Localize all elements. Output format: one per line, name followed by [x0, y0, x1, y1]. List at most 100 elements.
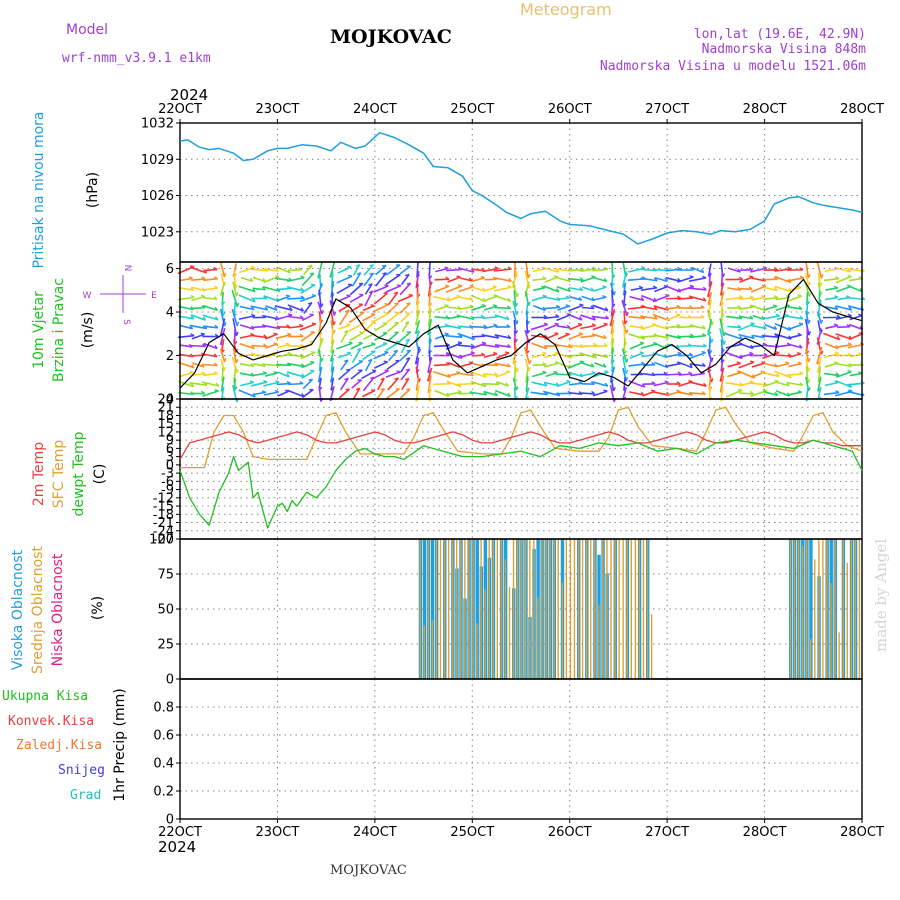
- wind-barb-tip: [298, 323, 304, 327]
- wind-barb: [250, 305, 268, 311]
- wind-barb: [676, 285, 695, 293]
- wind-barb: [301, 361, 315, 369]
- wind-barb: [567, 361, 585, 369]
- wind-barb-tip: [384, 350, 389, 353]
- wind-barb: [666, 306, 681, 310]
- wind-barb-tip: [223, 272, 227, 278]
- wind-barb: [623, 310, 626, 325]
- wind-barb: [569, 314, 583, 321]
- wind-barb-tip: [762, 265, 767, 269]
- wind-barb: [299, 323, 317, 331]
- wind-barb: [750, 304, 767, 312]
- wind-barb-tip: [190, 333, 195, 337]
- wind-barb-tip: [776, 373, 780, 378]
- wind-barb-tip: [762, 342, 767, 346]
- wind-barb: [415, 271, 420, 288]
- mid-cloud-bar: [585, 539, 588, 679]
- wind-barb: [457, 332, 475, 341]
- precip-legend-convective: Konvek.Kisa: [8, 714, 94, 729]
- wind-barb: [825, 287, 838, 291]
- wind-barb: [677, 335, 694, 338]
- wind-barb-tip: [763, 381, 768, 386]
- wind-barb-tip: [404, 377, 410, 381]
- wind-barb: [513, 290, 517, 307]
- wind-barb-tip: [702, 333, 707, 337]
- wind-barb: [277, 371, 290, 378]
- wind-barb-tip: [457, 284, 463, 287]
- pressure-ylabel: Pritisak na nivou mora: [31, 111, 47, 268]
- wind-barb: [415, 292, 419, 305]
- wind-barb-tip: [834, 295, 839, 299]
- wind-barb: [774, 285, 792, 293]
- wind-barb: [265, 333, 278, 340]
- wind-barb: [610, 328, 615, 345]
- mid-cloud-bar: [484, 589, 486, 679]
- wind-barb: [459, 362, 474, 368]
- wind-barb-tip: [369, 272, 374, 276]
- wind-barb: [640, 277, 658, 282]
- wind-barb: [610, 272, 614, 287]
- wind-barb-tip: [750, 322, 755, 325]
- wind-barb: [836, 285, 852, 293]
- wind-barb-tip: [201, 371, 206, 375]
- mid-cloud-bar: [435, 539, 438, 679]
- wind-barb-tip: [393, 349, 398, 353]
- wind-barb-tip: [320, 303, 324, 308]
- wind-barb-tip: [702, 325, 706, 330]
- wind-barb: [569, 382, 583, 386]
- wind-barb: [555, 268, 572, 272]
- wind-barb: [374, 332, 388, 341]
- wind-barb-tip: [807, 273, 811, 279]
- wind-barb: [610, 376, 615, 392]
- y-tick-label: 1026: [141, 189, 174, 204]
- wind-barb-tip: [287, 269, 291, 274]
- wind-barb: [336, 275, 353, 284]
- wind-barb: [654, 324, 668, 330]
- wind-barb-tip: [749, 380, 754, 383]
- wind-barb-tip: [773, 304, 778, 307]
- wind-barb: [219, 318, 226, 336]
- y-tick-label: 0.2: [153, 785, 174, 800]
- wind-barb-tip: [394, 302, 399, 305]
- wind-barb: [543, 362, 559, 368]
- wind-barb: [610, 299, 614, 317]
- wind-barb: [544, 352, 559, 359]
- cloud-unit: (%): [90, 596, 106, 620]
- wind-barb: [189, 324, 207, 330]
- wind-barb: [352, 387, 361, 400]
- wind-barb: [543, 381, 560, 387]
- wind-barb: [556, 313, 572, 322]
- wind-barb: [300, 331, 316, 342]
- wind-barb-tip: [579, 303, 584, 306]
- wind-barb-tip: [578, 380, 583, 384]
- wind-barb-tip: [506, 324, 511, 328]
- wind-barb: [201, 381, 220, 387]
- wind-barb: [385, 284, 402, 294]
- wind-barb-tip: [749, 295, 754, 299]
- wind-barb-tip: [738, 276, 744, 281]
- wind-barb-tip: [299, 380, 304, 385]
- wind-barb-tip: [798, 322, 804, 325]
- wind-barb: [495, 370, 511, 379]
- wind-barb: [532, 363, 547, 367]
- wind-barb-tip: [847, 313, 852, 317]
- wind-barb: [373, 351, 389, 360]
- y-tick-label: 3: [166, 450, 174, 465]
- wind-barb-tip: [250, 325, 255, 330]
- wind-barb: [664, 352, 682, 359]
- wind-barb: [544, 276, 559, 283]
- wind-barb: [689, 295, 707, 302]
- wind-barb-tip: [688, 352, 694, 356]
- wind-barb-tip: [762, 388, 767, 392]
- wind-barb-tip: [405, 338, 410, 342]
- wind-barb: [525, 376, 529, 392]
- wind-barb: [264, 372, 278, 377]
- wind-barb-tip: [820, 274, 824, 279]
- wind-barb-tip: [722, 273, 726, 278]
- wind-barb-tip: [514, 338, 518, 343]
- wind-barb-tip: [775, 313, 780, 317]
- wind-barb: [252, 287, 266, 291]
- wind-barb: [640, 315, 658, 320]
- wind-barb: [179, 277, 193, 282]
- wind-barb: [688, 287, 707, 291]
